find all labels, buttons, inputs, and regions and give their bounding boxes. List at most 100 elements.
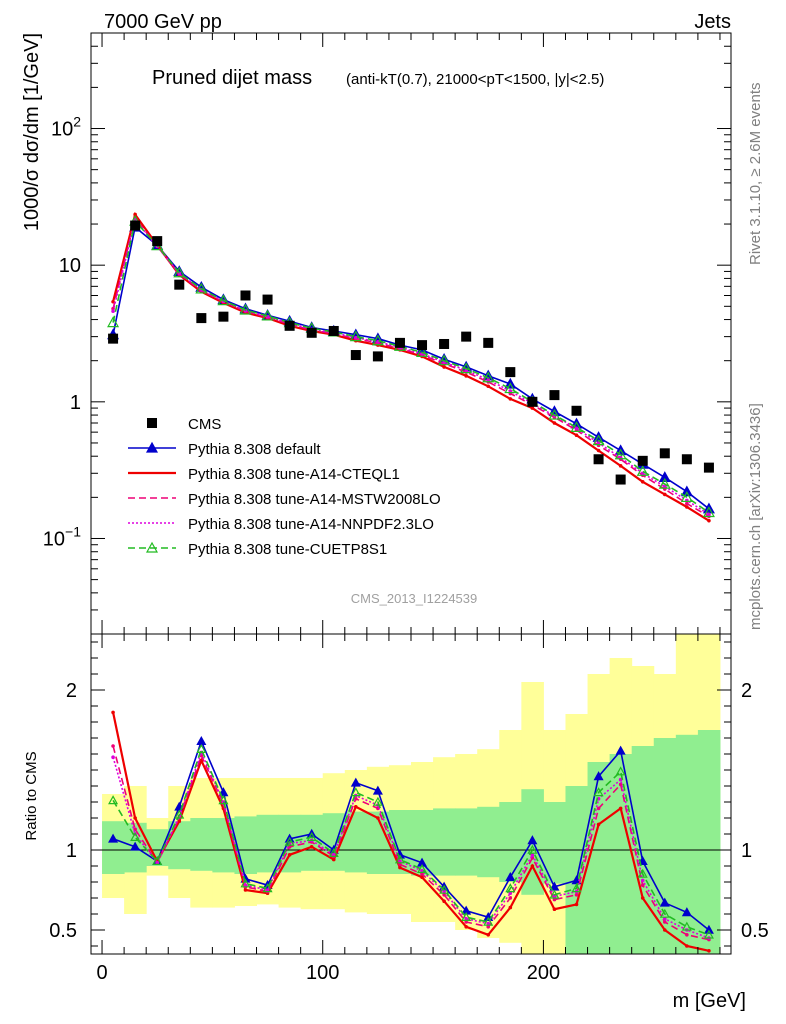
ratio-series-1-point xyxy=(681,907,692,917)
y-tick-label: 1 xyxy=(70,392,81,414)
mc-series-5-point xyxy=(680,491,693,502)
ratio-series-4-point xyxy=(331,853,336,857)
legend: CMS Pythia 8.308 default Pythia 8.308 tune… xyxy=(128,416,441,558)
ratio-series-5-point xyxy=(571,883,582,893)
main-panel: 10−1 1 10 102 Pruned dijet mass (anti-kT(0.… xyxy=(21,32,732,635)
ratio-series-1-point xyxy=(659,897,670,907)
ratio-series-5-point xyxy=(262,883,273,893)
ratio-series-5-point xyxy=(703,929,714,939)
ratio-series-2-point xyxy=(309,845,314,849)
ratio-series-3-point xyxy=(287,845,292,849)
ratio-series-5-point xyxy=(549,889,560,899)
ratio-series-1-point xyxy=(130,841,141,851)
ratio-series-3-point xyxy=(464,920,468,924)
ratio-series-5-point xyxy=(527,844,538,854)
mc-series-1-point xyxy=(658,471,671,482)
cms-data-point xyxy=(262,294,273,305)
ratio-series-2-point xyxy=(662,928,667,932)
mc-series-5-point xyxy=(261,309,274,321)
ratio-y-tick-label: 0.5 xyxy=(49,920,77,942)
ratio-y-tick-label-right: 0.5 xyxy=(741,920,769,942)
mc-series-2-point xyxy=(464,374,468,378)
ratio-series-2-point xyxy=(640,896,645,900)
energy-label: 7000 GeV pp xyxy=(104,11,222,33)
ratio-series-5-point xyxy=(659,908,670,918)
mc-series-5-point xyxy=(239,303,252,315)
ratio-y-tick-label-right: 2 xyxy=(741,680,752,702)
ratio-series-2-point xyxy=(354,805,358,809)
cms-data-point xyxy=(284,320,295,331)
mc-series-2-point xyxy=(640,479,645,484)
ratio-series-4-point xyxy=(530,853,535,857)
legend-entry: Pythia 8.308 tune-CUETP8S1 xyxy=(188,541,387,558)
ratio-series-4-point xyxy=(398,859,402,863)
stat-band-bin xyxy=(455,808,478,876)
mc-series-5-point xyxy=(217,294,230,306)
ratio-series-3-point xyxy=(574,893,579,897)
legend-entry: Pythia 8.308 tune-A14-CTEQL1 xyxy=(188,466,400,483)
cms-data-point xyxy=(439,338,450,349)
ratio-series-2-point xyxy=(177,819,182,823)
stat-band-bin xyxy=(433,808,456,876)
cms-data-point xyxy=(659,448,670,459)
cms-data-point xyxy=(108,333,119,344)
ratio-series-2-point xyxy=(530,864,535,868)
ratio-series-4-point xyxy=(640,878,645,883)
ratio-series-2-point xyxy=(508,905,513,910)
ratio-series-5-point xyxy=(483,916,494,926)
cms-data-point xyxy=(196,313,207,324)
mc-series-2-point xyxy=(530,406,535,410)
ratio-series-5-point xyxy=(439,884,450,894)
stat-band-bin xyxy=(609,754,633,954)
ratio-series-2-point xyxy=(376,816,380,820)
ratio-series-4-point xyxy=(111,755,115,759)
jets-label: Jets xyxy=(694,11,731,33)
ratio-series-5-point xyxy=(240,878,251,888)
mc-series-4-point xyxy=(354,335,358,340)
legend-entry: CMS xyxy=(188,416,221,433)
ratio-series-2-point xyxy=(596,822,601,827)
ratio-y-tick-label-right: 1 xyxy=(741,840,752,862)
ratio-y-tick-label: 1 xyxy=(66,840,77,862)
ratio-series-1-point xyxy=(350,777,361,787)
cms-data-point xyxy=(549,390,560,401)
ratio-series-5-point xyxy=(284,836,295,846)
ratio-series-3-point xyxy=(133,827,137,831)
cms-data-point xyxy=(152,236,163,247)
ratio-series-2-point xyxy=(464,925,468,929)
stat-band-bin xyxy=(697,730,721,954)
cms-data-point xyxy=(417,340,428,351)
main-frame xyxy=(90,32,732,635)
cms-data-point xyxy=(174,279,185,290)
mc-series-2-point xyxy=(552,421,557,425)
x-tick-label: 0 xyxy=(96,962,107,984)
cms-data-point xyxy=(637,455,648,466)
cms-data-point xyxy=(703,462,714,473)
ratio-panel: 0.5 0.5 1 1 2 2 0 100 200 Ratio to CMS m [GeV] xyxy=(23,633,769,1012)
stat-band-bin xyxy=(168,821,191,870)
ratio-series-1-point xyxy=(615,745,626,755)
ratio-series-4-point xyxy=(420,869,424,873)
ratio-series-5-line xyxy=(112,746,710,936)
ratio-series-4-point xyxy=(662,917,667,921)
ratio-series-1-point xyxy=(505,871,516,882)
mc-series-2-point xyxy=(596,448,601,453)
legend-cms-marker xyxy=(147,418,157,428)
ratio-series-3-point xyxy=(398,862,402,867)
stat-band-bin xyxy=(675,734,699,954)
mc-series-4-point xyxy=(662,484,667,489)
stat-band-bin xyxy=(102,821,125,874)
mc-series-4-point xyxy=(111,309,115,314)
stat-band-bin xyxy=(499,802,522,882)
stat-band-bin xyxy=(565,786,589,954)
ratio-series-2-point xyxy=(552,907,557,911)
cms-data-point xyxy=(372,351,383,362)
ratio-series-2-point xyxy=(707,949,711,953)
ratio-series-1-point xyxy=(196,735,207,746)
mc-series-2-line xyxy=(112,211,710,522)
cms-data-point xyxy=(130,220,141,231)
mc-series-5-point xyxy=(548,408,561,420)
mc-series-2-point xyxy=(618,464,623,468)
ratio-series-5-point xyxy=(593,787,604,797)
